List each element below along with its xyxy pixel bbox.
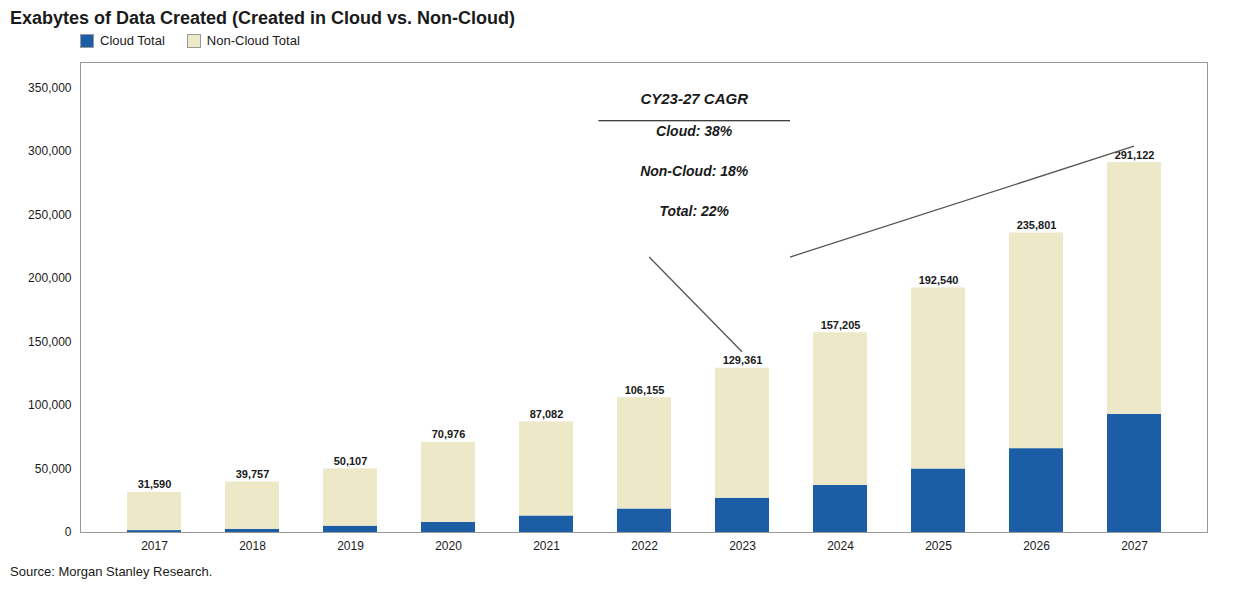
svg-text:2026: 2026 [1023, 539, 1050, 553]
svg-text:2018: 2018 [239, 539, 266, 553]
svg-text:150,000: 150,000 [28, 335, 72, 349]
svg-text:50,000: 50,000 [35, 462, 72, 476]
svg-text:192,540: 192,540 [919, 274, 959, 286]
svg-text:100,000: 100,000 [28, 398, 72, 412]
svg-text:2022: 2022 [631, 539, 658, 553]
svg-text:300,000: 300,000 [28, 144, 72, 158]
svg-text:106,155: 106,155 [625, 384, 665, 396]
svg-text:39,757: 39,757 [236, 468, 270, 480]
svg-text:2020: 2020 [435, 539, 462, 553]
svg-text:2027: 2027 [1121, 539, 1148, 553]
html-text:Cloud Total: Cloud Total [100, 33, 165, 48]
svg-text:31,590: 31,590 [138, 478, 172, 490]
svg-text:CY23-27 CAGR: CY23-27 CAGR [640, 90, 748, 107]
html-text:Source: Morgan Stanley Researc: Source: Morgan Stanley Research. [10, 564, 213, 579]
svg-text:Non-Cloud: 18%: Non-Cloud: 18% [640, 163, 749, 179]
svg-text:2021: 2021 [533, 539, 560, 553]
html-text:Exabytes of Data Created (Crea: Exabytes of Data Created (Created in Clo… [10, 8, 516, 28]
svg-text:2023: 2023 [729, 539, 756, 553]
svg-text:235,801: 235,801 [1017, 219, 1057, 231]
svg-text:0: 0 [65, 525, 72, 539]
svg-text:2017: 2017 [141, 539, 168, 553]
svg-text:2025: 2025 [925, 539, 952, 553]
svg-text:Cloud: 38%: Cloud: 38% [656, 123, 733, 139]
svg-text:350,000: 350,000 [28, 81, 72, 95]
svg-text:157,205: 157,205 [821, 319, 861, 331]
svg-text:2024: 2024 [827, 539, 854, 553]
svg-text:129,361: 129,361 [723, 354, 763, 366]
svg-text:291,122: 291,122 [1114, 148, 1155, 161]
html-text:Non-Cloud Total: Non-Cloud Total [206, 33, 300, 48]
svg-text:2019: 2019 [337, 539, 364, 553]
svg-text:87,082: 87,082 [530, 408, 564, 420]
svg-text:250,000: 250,000 [28, 208, 72, 222]
svg-text:Total: 22%: Total: 22% [659, 203, 729, 219]
svg-text:50,107: 50,107 [334, 455, 368, 467]
svg-text:70,976: 70,976 [432, 428, 466, 440]
svg-text:200,000: 200,000 [28, 271, 72, 285]
